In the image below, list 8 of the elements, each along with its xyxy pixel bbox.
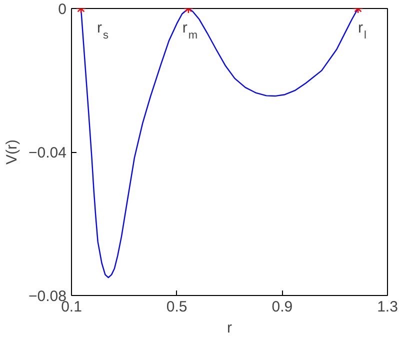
x-tick-label: 1.3 bbox=[377, 298, 398, 316]
x-axis-title: r bbox=[227, 320, 232, 336]
y-tick-label: −0.04 bbox=[28, 144, 67, 162]
x-tick-label: 0.5 bbox=[166, 298, 188, 316]
x-tick-label: 0.9 bbox=[272, 298, 293, 316]
y-tick-label: 0 bbox=[58, 1, 66, 18]
y-axis-title: V(r) bbox=[4, 139, 21, 164]
line-series bbox=[80, 8, 359, 278]
